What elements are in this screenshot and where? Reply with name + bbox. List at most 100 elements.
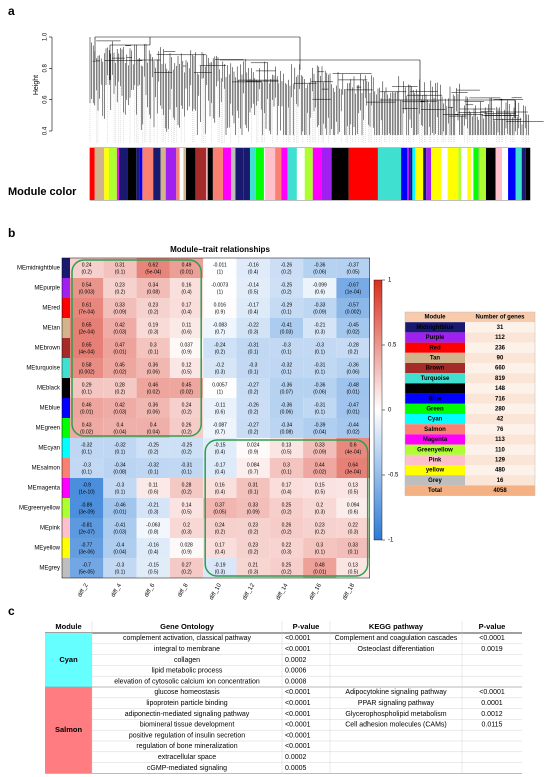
correlation: -0.21 bbox=[148, 502, 160, 508]
correlation: -0.17 bbox=[247, 302, 259, 308]
correlation: 0.24 bbox=[82, 262, 92, 268]
p-value: (0.1) bbox=[248, 349, 259, 355]
heatmap-cell bbox=[103, 398, 137, 418]
correlation: -0.063 bbox=[146, 522, 160, 528]
gene-count: 236 bbox=[495, 345, 506, 351]
heatmap-cell bbox=[103, 518, 137, 538]
p-value: (0.3) bbox=[215, 569, 226, 575]
p-value: (0.4) bbox=[281, 489, 292, 495]
p-value: (0.4) bbox=[215, 549, 226, 555]
correlation: -0.3 bbox=[82, 462, 91, 468]
heatmap-cell bbox=[169, 498, 204, 518]
heatmap-cell bbox=[169, 478, 204, 498]
heatmap-cell bbox=[303, 558, 337, 578]
heatmap-cell bbox=[336, 298, 370, 318]
p-value: (0.3) bbox=[281, 549, 292, 555]
correlation: 0.42 bbox=[115, 322, 125, 328]
table-cell: 0.0019 bbox=[481, 646, 503, 653]
column-label: diff_12 bbox=[242, 582, 256, 601]
heatmap-cell bbox=[103, 318, 137, 338]
table-cell: 0.0008 bbox=[285, 678, 307, 685]
correlation: 0.33 bbox=[115, 302, 125, 308]
p-value: (0.02) bbox=[347, 429, 360, 435]
correlation: 0.37 bbox=[215, 502, 225, 508]
correlation: -0.32 bbox=[81, 442, 93, 448]
module-name: Turquoise bbox=[421, 376, 450, 382]
p-value: (0.002) bbox=[79, 369, 95, 375]
correlation: 0.31 bbox=[248, 482, 258, 488]
correlation: -0.17 bbox=[214, 462, 226, 468]
correlation: -0.25 bbox=[148, 442, 160, 448]
correlation: 0.028 bbox=[180, 542, 193, 548]
gene-count: 16 bbox=[497, 478, 504, 484]
correlation: -0.48 bbox=[347, 382, 359, 388]
p-value: (4e-04) bbox=[345, 449, 361, 455]
color-stripe bbox=[495, 148, 503, 200]
module-swatch bbox=[62, 318, 70, 338]
p-value: (0.1) bbox=[281, 349, 292, 355]
p-value: (0.09) bbox=[113, 309, 126, 315]
color-stripe bbox=[521, 148, 526, 200]
correlation: -0.45 bbox=[347, 322, 359, 328]
count-cell bbox=[465, 342, 535, 353]
row-label: MEcyan bbox=[38, 446, 60, 452]
module-name: Salmon bbox=[55, 725, 83, 734]
correlation: -0.083 bbox=[213, 322, 227, 328]
correlation: 0.6 bbox=[350, 442, 357, 448]
colorbar-tick-label: -1 bbox=[388, 538, 394, 544]
correlation: 0.19 bbox=[148, 322, 158, 328]
correlation: -0.011 bbox=[213, 262, 227, 268]
p-value: (0.1) bbox=[115, 449, 126, 455]
module-name: Tan bbox=[430, 355, 441, 361]
heatmap-cell bbox=[303, 478, 337, 498]
correlation: 0.024 bbox=[247, 442, 260, 448]
row-label: MEturquoise bbox=[26, 366, 60, 372]
p-value: (5e-05) bbox=[79, 569, 95, 575]
color-stripe bbox=[243, 148, 250, 200]
heatmap-cell bbox=[303, 418, 337, 438]
correlation: 0.26 bbox=[282, 522, 292, 528]
p-value: (0.1) bbox=[148, 469, 159, 475]
p-value: (0.1) bbox=[315, 409, 326, 415]
correlation: -0.89 bbox=[81, 502, 93, 508]
p-value: (0.03) bbox=[113, 329, 126, 335]
p-value: (0.7) bbox=[248, 469, 259, 475]
heatmap-cell bbox=[169, 418, 204, 438]
count-cell bbox=[465, 465, 535, 476]
correlation: -0.19 bbox=[214, 562, 226, 568]
heatmap-cell bbox=[269, 358, 304, 378]
p-value: (0.04) bbox=[113, 429, 126, 435]
p-value: (0.3) bbox=[315, 509, 326, 515]
module-swatch bbox=[62, 458, 70, 478]
correlation: 0.23 bbox=[115, 282, 125, 288]
column-label: diff_2 bbox=[77, 582, 90, 598]
correlation: 0.2 bbox=[316, 502, 323, 508]
heatmap-cell bbox=[70, 298, 104, 318]
color-stripe bbox=[206, 148, 208, 200]
p-value: (0.002) bbox=[345, 309, 361, 315]
p-value: (0.1) bbox=[115, 569, 126, 575]
module-name: Blue bbox=[428, 396, 442, 402]
p-value: (0.3) bbox=[148, 509, 159, 515]
p-value: (0.6) bbox=[181, 329, 192, 335]
p-value: (0.2) bbox=[315, 529, 326, 535]
heatmap-cell bbox=[136, 418, 170, 438]
correlation: -0.15 bbox=[214, 442, 226, 448]
table-header-cell: KEGG pathway bbox=[369, 622, 424, 631]
module-name: Greenyellow bbox=[417, 447, 453, 453]
table-header-cell: Module bbox=[55, 622, 81, 631]
module-swatch bbox=[62, 558, 70, 578]
heatmap-cell bbox=[236, 538, 270, 558]
correlation: 0.094 bbox=[347, 502, 360, 508]
module-cell bbox=[405, 444, 465, 455]
color-stripe bbox=[431, 148, 442, 200]
heatmap-cell bbox=[203, 518, 237, 538]
heatmap-cell bbox=[70, 318, 104, 338]
correlation: 0.46 bbox=[148, 382, 158, 388]
table-cell: <0.0001 bbox=[285, 732, 311, 739]
color-stripe bbox=[275, 148, 282, 200]
correlation: -0.32 bbox=[114, 442, 126, 448]
p-value: (0.1) bbox=[248, 489, 259, 495]
heatmap-cell bbox=[336, 438, 370, 458]
